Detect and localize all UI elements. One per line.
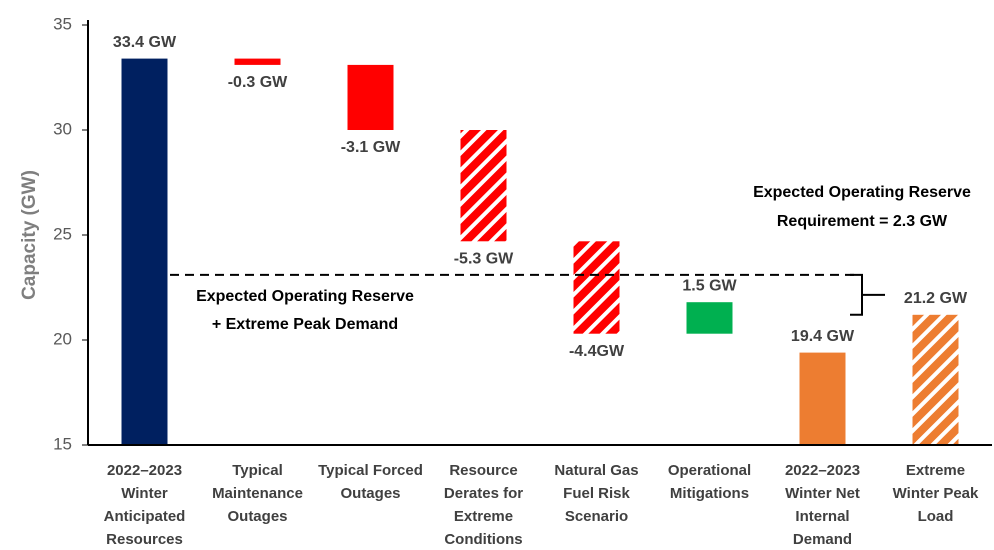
value-label: 21.2 GW — [904, 290, 968, 307]
x-tick-label: 2022–2023 Winter Net Internal Demand — [785, 462, 860, 548]
bar — [121, 58, 168, 445]
bar — [573, 241, 620, 334]
bar — [234, 58, 281, 65]
x-tick-label: Typical Maintenance Outages — [212, 462, 303, 525]
y-tick-label: 35 — [53, 14, 72, 33]
bar — [347, 64, 394, 130]
x-tick-label: Extreme Winter Peak Load — [893, 462, 979, 525]
value-label: 33.4 GW — [113, 34, 177, 51]
value-label: 19.4 GW — [791, 328, 855, 345]
bar — [799, 352, 846, 445]
value-label: -3.1 GW — [341, 139, 401, 156]
value-label: -5.3 GW — [454, 251, 514, 268]
bracket — [850, 273, 885, 316]
value-label: 1.5 GW — [682, 277, 737, 294]
x-tick-label: Operational Mitigations — [668, 462, 751, 502]
x-tick-label: Typical Forced Outages — [318, 462, 423, 502]
bar — [460, 130, 507, 242]
bar — [686, 302, 733, 334]
annotation: Expected Operating Reserve Requirement = … — [753, 184, 971, 230]
value-label: -4.4GW — [569, 343, 625, 360]
y-tick-label: 20 — [53, 329, 72, 348]
x-tick-label: 2022–2023 Winter Anticipated Resources — [104, 462, 186, 548]
value-label: -0.3 GW — [228, 74, 288, 91]
x-tick-label: Natural Gas Fuel Risk Scenario — [554, 462, 638, 525]
bar — [912, 314, 959, 445]
y-tick-label: 25 — [53, 224, 72, 243]
y-axis-label: Capacity (GW) — [19, 170, 40, 300]
y-tick-label: 15 — [53, 434, 72, 453]
y-tick-label: 30 — [53, 119, 72, 138]
annotation: Expected Operating Reserve + Extreme Peak… — [196, 288, 414, 333]
x-tick-label: Resource Derates for Extreme Conditions — [444, 462, 523, 548]
